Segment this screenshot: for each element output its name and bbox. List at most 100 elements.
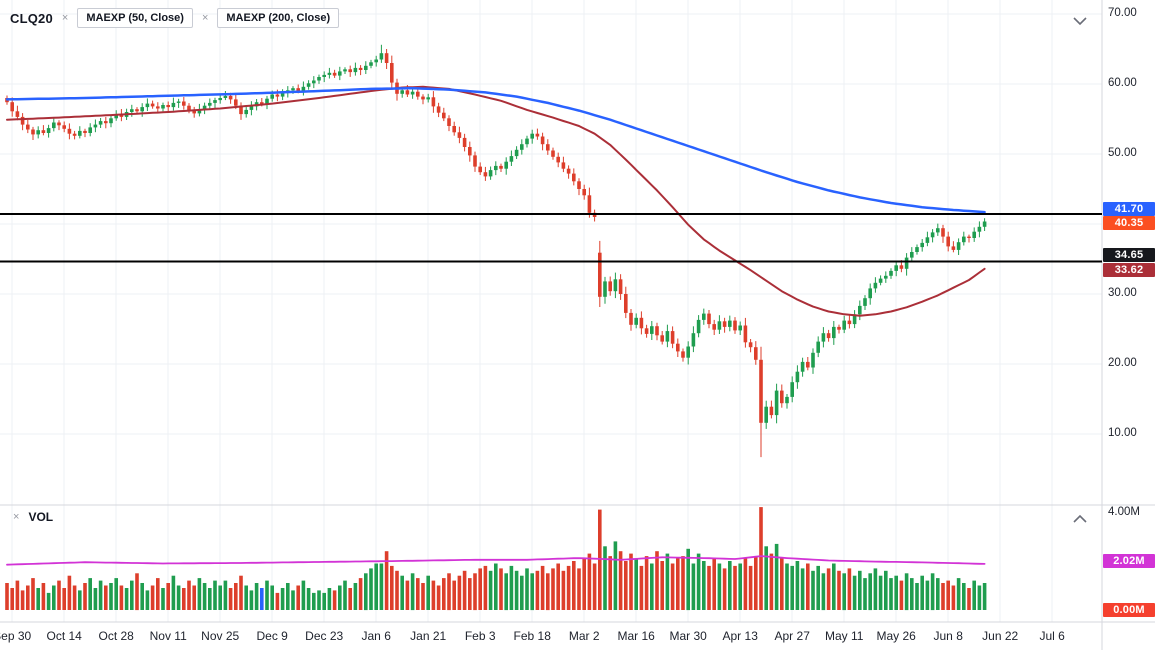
candle [842,320,846,330]
volume-bar [218,585,222,610]
volume-bar [228,588,233,610]
remove-volume-icon[interactable]: × [13,510,20,523]
candle [416,91,420,97]
candle [634,317,638,325]
price-tick-label: 60.00 [1108,77,1137,89]
date-tick-label: Mar 30 [669,629,707,643]
ma200-line[interactable] [5,86,986,214]
volume-legend: × VOL [12,510,53,524]
candle [847,320,852,325]
price-tick-label: 50.00 [1108,147,1137,159]
candle [364,65,368,70]
candle [41,130,46,133]
candle [447,118,451,126]
symbol-label[interactable]: CLQ20 [10,10,53,26]
volume-bar [800,568,805,610]
candle [551,150,555,157]
volume-bar [930,573,935,611]
candle [852,314,857,325]
date-tick-label: Mar 2 [568,629,600,643]
candle [613,279,618,292]
indicator-chip[interactable]: MAEXP (50, Close) [77,8,193,28]
volume-bar [889,578,893,610]
volume-bar [98,580,103,610]
volume-bar [26,585,30,610]
remove-indicator-icon[interactable]: × [61,11,69,24]
candle [884,275,888,279]
volume-bar [806,563,810,610]
candle [218,98,222,101]
volume-bar [546,573,550,611]
candle [707,313,711,325]
indicator-chip[interactable]: MAEXP (200, Close) [217,8,340,28]
candle [660,335,664,342]
candle [894,265,898,271]
volume-bar [447,573,451,611]
ma200-price-badge: 41.70 [1103,202,1155,217]
volume-bar [702,561,706,610]
legend: CLQ20 × MAEXP (50, Close) × MAEXP (200, Clo… [10,8,340,28]
volume-bar [436,585,441,610]
volume-bar [910,578,914,610]
candle [15,111,20,117]
volume-bar [400,575,404,610]
volume-bar [145,590,150,610]
candle [182,101,186,106]
volume-bar [197,578,202,610]
expand-volume-panel-icon[interactable] [1072,511,1090,523]
volume-bar [483,565,488,610]
volume-bar [322,592,326,610]
volume-bar [379,563,384,610]
candle [691,333,696,347]
volume-bar [858,570,862,610]
candle [946,236,950,247]
candle [234,99,238,106]
volume-tick-label: 4.00M [1108,506,1140,518]
candle [46,128,51,133]
candle [431,97,436,107]
volume-bar [114,578,118,610]
candle [145,103,150,108]
date-tick-label: Nov 11 [149,629,187,643]
volume-bar [67,575,72,610]
candle [36,130,40,135]
volume-bar [208,588,212,610]
candle [598,252,602,297]
candle [462,137,467,147]
candle [260,102,264,105]
volume-bar [176,585,181,610]
volume-bar [525,568,529,610]
candle [904,257,909,269]
volume-bar [286,583,290,610]
ma50-line[interactable] [6,85,986,317]
candle [837,326,841,330]
candle [67,128,72,134]
date-tick-label: Jun 22 [982,629,1019,643]
candle [130,109,134,112]
volume-bar [104,585,108,610]
candle [982,221,987,227]
candle [468,147,472,156]
volume-bar [57,580,61,610]
volume-bar [785,563,789,610]
volume-bar [254,583,259,610]
candle [208,102,212,106]
volume-bar [395,570,399,610]
candle [800,361,805,372]
volume-bar [795,561,800,610]
hline-price-badge: 34.65 [1103,248,1155,263]
volume-bar [306,588,311,610]
indicator-legend-list: × MAEXP (50, Close) × MAEXP (200, Close) [61,8,340,28]
volume-ma-badge: 2.02M [1103,553,1155,568]
volume-ma-line[interactable] [6,555,986,566]
volume-bar [10,588,14,610]
remove-indicator-icon[interactable]: × [201,11,209,24]
volume-bar [660,561,664,610]
candle [83,130,87,133]
collapse-price-panel-icon[interactable] [1072,13,1090,26]
candle [156,106,160,109]
volume-bar [556,563,560,610]
candle [873,282,878,289]
candle [478,166,482,173]
